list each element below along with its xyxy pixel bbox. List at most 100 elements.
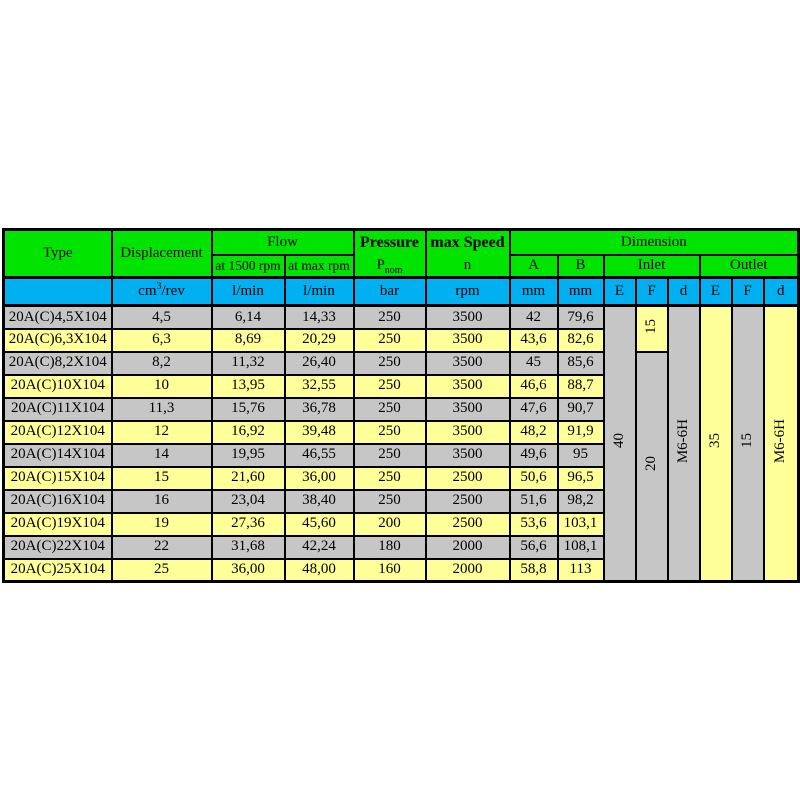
table-row: 20A(C)8,2X104 8,2 11,32 26,40 250 3500 45 85,6 2… bbox=[2, 350, 799, 583]
cell-speed: 2500 bbox=[424, 465, 511, 491]
cell-dim-a: 49,6 bbox=[508, 442, 559, 468]
cell-dim-a: 42 bbox=[508, 304, 559, 330]
header-dim-a: A bbox=[508, 254, 559, 279]
cell-pressure: 250 bbox=[352, 465, 427, 491]
cell-speed: 2500 bbox=[424, 511, 511, 537]
cell-type: 20A(C)10X104 bbox=[2, 373, 113, 399]
header-flow: Flow bbox=[210, 228, 355, 257]
unit-displacement: cm3/rev bbox=[110, 276, 213, 307]
cell-type: 20A(C)12X104 bbox=[2, 419, 113, 445]
unit-type-empty bbox=[2, 276, 113, 307]
cell-displacement: 4,5 bbox=[110, 304, 213, 330]
cell-dim-a: 43,6 bbox=[508, 327, 559, 353]
cell-displacement: 15 bbox=[110, 465, 213, 491]
unit-inlet-f: F bbox=[634, 276, 669, 307]
cell-dim-b: 79,6 bbox=[556, 304, 605, 330]
cell-inlet-f-top: 15 bbox=[634, 304, 669, 353]
cell-dim-a: 45 bbox=[508, 350, 559, 376]
cell-flow-max: 48,00 bbox=[283, 557, 355, 583]
spec-table: Type Displacement Flow Pressure Pnom max… bbox=[2, 228, 800, 583]
cell-inlet-e-vertical-text: 40 bbox=[611, 433, 627, 449]
cell-dim-a: 56,6 bbox=[508, 534, 559, 560]
cell-type: 20A(C)11X104 bbox=[2, 396, 113, 422]
cell-flow-max: 36,78 bbox=[283, 396, 355, 422]
cell-dim-b: 98,2 bbox=[556, 488, 605, 514]
cell-flow-max: 32,55 bbox=[283, 373, 355, 399]
cell-flow-1500: 6,14 bbox=[210, 304, 286, 330]
table-row: 20A(C)4,5X104 4,5 6,14 14,33 250 3500 42 79,6 40… bbox=[2, 304, 800, 583]
header-flow-max: at max rpm bbox=[283, 254, 355, 279]
cell-flow-max: 38,40 bbox=[283, 488, 355, 514]
cell-speed: 3500 bbox=[424, 442, 511, 468]
cell-dim-b: 113 bbox=[556, 557, 605, 583]
cell-flow-1500: 23,04 bbox=[210, 488, 286, 514]
cell-flow-max: 36,00 bbox=[283, 465, 355, 491]
header-pressure: Pressure Pnom bbox=[352, 228, 427, 279]
table-row: 20A(C)19X104 19 27,36 45,60 200 2500 53,6 103,1 bbox=[2, 511, 799, 537]
unit-speed: rpm bbox=[424, 276, 511, 307]
cell-displacement: 14 bbox=[110, 442, 213, 468]
header-row-1: Type Displacement Flow Pressure Pnom max… bbox=[2, 228, 800, 279]
cell-dim-a: 48,2 bbox=[508, 419, 559, 445]
cell-speed: 3500 bbox=[424, 396, 511, 422]
cell-inlet-f-bottom: 20 bbox=[634, 350, 669, 583]
cell-displacement: 16 bbox=[110, 488, 213, 514]
cell-flow-1500: 16,92 bbox=[210, 419, 286, 445]
unit-pressure: bar bbox=[352, 276, 427, 307]
cell-flow-max: 46,55 bbox=[283, 442, 355, 468]
cell-flow-max: 39,48 bbox=[283, 419, 355, 445]
cell-speed: 3500 bbox=[424, 304, 511, 330]
cell-dim-a: 53,6 bbox=[508, 511, 559, 537]
unit-outlet-f: F bbox=[730, 276, 765, 307]
header-type: Type bbox=[2, 228, 113, 279]
table-row: 20A(C)11X104 11,3 15,76 36,78 250 3500 47,6 90,… bbox=[2, 396, 799, 422]
cell-dim-a: 50,6 bbox=[508, 465, 559, 491]
cell-inlet-d-vertical-text: M6-6H bbox=[675, 418, 691, 463]
cell-pressure: 250 bbox=[352, 350, 427, 376]
cell-pressure: 250 bbox=[352, 373, 427, 399]
cell-speed: 2000 bbox=[424, 557, 511, 583]
header-max-speed-label: max Speed bbox=[430, 234, 505, 251]
header-displacement: Displacement bbox=[110, 228, 213, 279]
cell-speed: 3500 bbox=[424, 419, 511, 445]
cell-outlet-d: M6-6H bbox=[762, 304, 800, 583]
cell-dim-b: 96,5 bbox=[556, 465, 605, 491]
cell-dim-b: 91,9 bbox=[556, 419, 605, 445]
cell-dim-a: 58,8 bbox=[508, 557, 559, 583]
cell-outlet-e: 35 bbox=[698, 304, 733, 583]
table-row: 20A(C)25X104 25 36,00 48,00 160 2000 58,8 113 bbox=[2, 557, 799, 583]
cell-displacement: 12 bbox=[110, 419, 213, 445]
cell-outlet-f: 15 bbox=[730, 304, 765, 583]
cell-inlet-f-bottom-vertical-text: 20 bbox=[643, 456, 659, 472]
cell-type: 20A(C)8,2X104 bbox=[2, 350, 113, 376]
spec-table-body: 20A(C)4,5X104 4,5 6,14 14,33 250 3500 42 79,6 40… bbox=[2, 304, 800, 583]
cell-inlet-f-top-vertical-text: 15 bbox=[643, 318, 659, 334]
cell-displacement: 6,3 bbox=[110, 327, 213, 353]
cell-flow-1500: 36,00 bbox=[210, 557, 286, 583]
unit-flow-1500: l/min bbox=[210, 276, 286, 307]
cell-pressure: 200 bbox=[352, 511, 427, 537]
cell-displacement: 10 bbox=[110, 373, 213, 399]
unit-inlet-d: d bbox=[666, 276, 701, 307]
header-dimension: Dimension bbox=[508, 228, 800, 257]
cell-flow-max: 20,29 bbox=[283, 327, 355, 353]
unit-dim-a: mm bbox=[508, 276, 559, 307]
cell-flow-1500: 13,95 bbox=[210, 373, 286, 399]
unit-dim-b: mm bbox=[556, 276, 605, 307]
unit-flow-max: l/min bbox=[283, 276, 355, 307]
cell-type: 20A(C)14X104 bbox=[2, 442, 113, 468]
header-pressure-label: Pressure bbox=[360, 234, 419, 251]
table-row: 20A(C)10X104 10 13,95 32,55 250 3500 46,6 88,7 bbox=[2, 373, 799, 399]
header-inlet: Inlet bbox=[602, 254, 701, 279]
cell-pressure: 250 bbox=[352, 327, 427, 353]
header-flow-1500: at 1500 rpm bbox=[210, 254, 286, 279]
cell-flow-1500: 11,32 bbox=[210, 350, 286, 376]
unit-outlet-e: E bbox=[698, 276, 733, 307]
cell-pressure: 250 bbox=[352, 488, 427, 514]
cell-speed: 3500 bbox=[424, 350, 511, 376]
table-row: 20A(C)14X104 14 19,95 46,55 250 3500 49,6 95 bbox=[2, 442, 799, 468]
cell-type: 20A(C)25X104 bbox=[2, 557, 113, 583]
cell-pressure: 250 bbox=[352, 442, 427, 468]
cell-displacement: 22 bbox=[110, 534, 213, 560]
cell-displacement: 25 bbox=[110, 557, 213, 583]
